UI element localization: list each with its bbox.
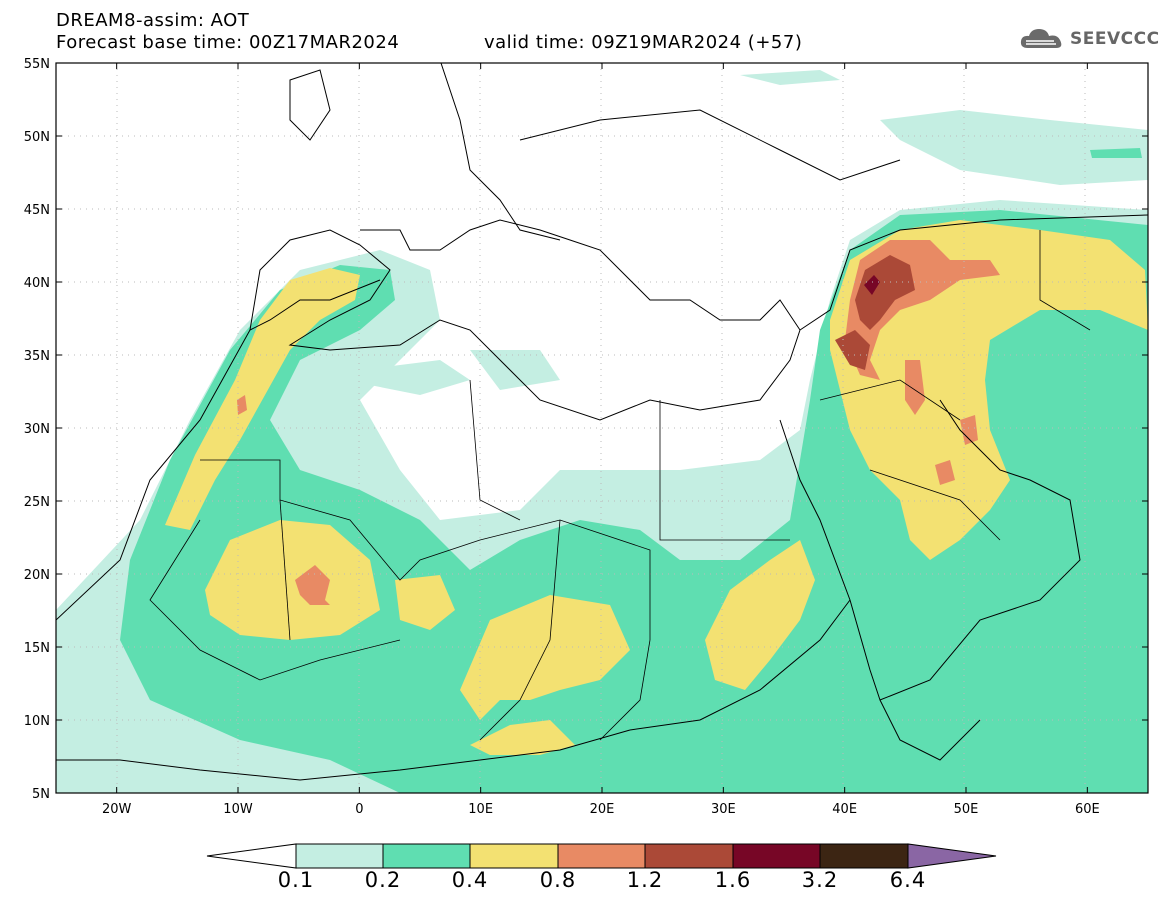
- lon-tick-label: 60E: [1075, 802, 1100, 817]
- lat-tick-label: 45N: [24, 203, 50, 218]
- lat-tick-label: 15N: [24, 641, 50, 656]
- colorbar-label: 6.4: [889, 868, 927, 892]
- lat-tick-label: 30N: [24, 422, 50, 437]
- lon-tick-label: 20E: [590, 802, 615, 817]
- forecast-base-time: Forecast base time: 00Z17MAR2024: [56, 32, 400, 53]
- lon-tick-label: 0: [355, 802, 363, 817]
- lat-tick-label: 10N: [24, 714, 50, 729]
- colorbar-upper-arrow: [907, 843, 997, 869]
- lat-tick-label: 35N: [24, 349, 50, 364]
- colorbar-label: 3.2: [801, 868, 839, 892]
- colorbar-label: 0.8: [539, 868, 577, 892]
- lon-tick-label: 10E: [468, 802, 493, 817]
- colorbar-label: 0.2: [364, 868, 402, 892]
- colorbar-swatch: [382, 843, 471, 869]
- colorbar-label: 0.4: [451, 868, 489, 892]
- country-borders: [149, 230, 1091, 741]
- colorbar-label: 1.6: [714, 868, 752, 892]
- lon-tick-label: 50E: [954, 802, 979, 817]
- aot-contour-1.2: [835, 255, 915, 370]
- colorbar-swatch: [819, 843, 909, 869]
- colorbar-swatch: [557, 843, 646, 869]
- map-grid: [56, 63, 1148, 793]
- valid-time: valid time: 09Z19MAR2024 (+57): [484, 32, 803, 53]
- lon-tick-label: 20W: [102, 802, 132, 817]
- lon-tick-label: 40E: [832, 802, 857, 817]
- lat-tick-label: 25N: [24, 495, 50, 510]
- lat-tick-label: 50N: [24, 130, 50, 145]
- map-title: DREAM8-assim: AOT: [56, 10, 250, 31]
- cloud-icon: [1020, 29, 1062, 48]
- colorbar-swatch: [644, 843, 734, 869]
- colorbar-label: 1.2: [626, 868, 664, 892]
- aot-contour-1.6: [864, 275, 880, 295]
- colorbar-swatch: [469, 843, 559, 869]
- coastlines: [56, 63, 1148, 781]
- lon-tick-label: 10W: [223, 802, 253, 817]
- colorbar-lower-arrow: [206, 843, 297, 869]
- logo-text: SEEVCCC: [1070, 29, 1160, 49]
- lat-tick-label: 20N: [24, 568, 50, 583]
- colorbar: [206, 843, 997, 869]
- colorbar-swatch: [295, 843, 384, 869]
- colorbar-swatch: [732, 843, 821, 869]
- lat-tick-label: 55N: [24, 57, 50, 72]
- seevccc-logo: SEEVCCC: [1018, 26, 1160, 52]
- map-ticks: 20W 10W 0 10E 20E 30E 40E 50E 60E 55N 50N 45N 40N 35N…: [24, 57, 1148, 817]
- colorbar-label: 0.1: [277, 868, 315, 892]
- lat-tick-label: 40N: [24, 276, 50, 291]
- lat-tick-label: 5N: [32, 787, 50, 802]
- lon-tick-label: 30E: [711, 802, 736, 817]
